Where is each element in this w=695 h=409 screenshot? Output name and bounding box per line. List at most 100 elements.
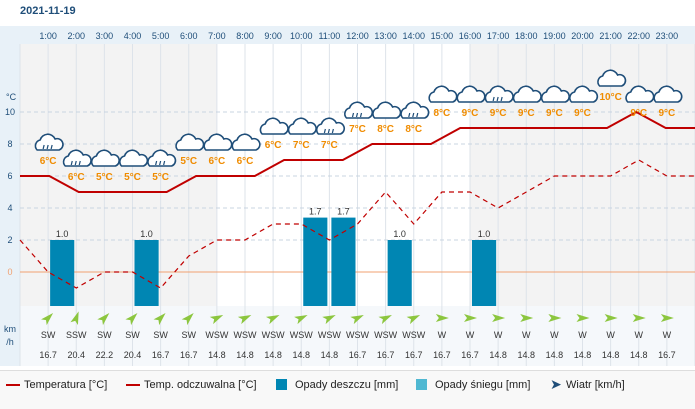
hour-label: 13:00 — [374, 31, 397, 41]
cloud-rain-icon — [400, 101, 430, 119]
hour-label: 11:00 — [318, 31, 340, 41]
wind-speed-label: 14.8 — [264, 350, 282, 360]
y-tick-label: 6 — [7, 171, 12, 181]
temperature-label: 6°C — [40, 156, 57, 167]
temperature-label: 9°C — [658, 108, 675, 119]
hour-label: 20:00 — [571, 31, 594, 41]
legend: Temperatura [°C] Temp. odczuwalna [°C] O… — [0, 370, 695, 409]
wind-direction-label: WSW — [262, 330, 285, 340]
cloud-rain-icon — [34, 133, 64, 151]
hour-label: 3:00 — [96, 31, 114, 41]
y-axis-bg — [0, 44, 20, 366]
temperature-label: 6°C — [237, 156, 254, 167]
rain-bar — [387, 240, 412, 306]
temperature-label: 9°C — [630, 108, 647, 119]
hour-band — [498, 44, 527, 306]
wind-direction-label: W — [635, 330, 644, 340]
wind-speed-label: 22.2 — [96, 350, 114, 360]
hour-label: 22:00 — [627, 31, 650, 41]
rain-label: 1.7 — [337, 207, 350, 217]
wind-arrow-icon — [632, 314, 646, 322]
wind-direction-label: W — [466, 330, 475, 340]
wind-direction-label: SW — [41, 330, 56, 340]
hour-label: 21:00 — [599, 31, 622, 41]
rain-bar — [134, 240, 159, 306]
temperature-label: 7°C — [321, 140, 338, 151]
hour-band — [638, 44, 667, 306]
wind-arrow-icon — [520, 314, 534, 322]
wind-direction-label: W — [606, 330, 615, 340]
hour-header-bg — [0, 26, 695, 44]
temperature-label: 5°C — [96, 172, 113, 183]
wind-speed-label: 14.8 — [208, 350, 226, 360]
wind-unit-label: km — [4, 324, 16, 334]
hour-band — [104, 44, 133, 306]
cloud-icon — [653, 85, 683, 103]
hour-label: 1:00 — [39, 31, 57, 41]
wind-arrow-icon — [604, 314, 618, 322]
date-label: 2021-11-19 — [20, 5, 76, 17]
rain-label: 1.0 — [140, 229, 153, 239]
wind-speed-label: 16.7 — [658, 350, 676, 360]
cloud-rain-icon — [315, 117, 346, 135]
wind-speed-label: 14.8 — [236, 350, 254, 360]
cloud-icon — [597, 69, 627, 87]
wind-speed-label: 16.7 — [349, 350, 367, 360]
hour-label: 2:00 — [67, 31, 85, 41]
legend-temperature: Temperatura [°C] — [24, 379, 108, 391]
hour-band — [273, 44, 302, 306]
wind-arrow-icon — [548, 314, 562, 322]
wind-arrow-icon: ➤ — [550, 376, 562, 392]
hour-band — [413, 44, 442, 306]
wind-speed-label: 14.8 — [546, 350, 564, 360]
wind-arrow-icon — [492, 314, 506, 322]
y-tick-label: 2 — [7, 235, 12, 245]
legend-rain: Opady deszczu [mm] — [295, 379, 399, 391]
hour-label: 6:00 — [180, 31, 198, 41]
wind-direction-label: WSW — [234, 330, 257, 340]
hour-band — [554, 44, 583, 306]
forecast-chart: 1:00 2:00 3:00 4:00 5:00 6:00 7:00 8:00 9:00 10:0… — [0, 26, 695, 366]
wind-arrow-icon — [660, 314, 674, 322]
y-tick-label: 4 — [7, 203, 12, 213]
temperature-label: 8°C — [377, 124, 394, 135]
temperature-label: 6°C — [68, 172, 85, 183]
legend-temperature-swatch — [6, 384, 20, 386]
wind-speed-label: 20.4 — [124, 350, 142, 360]
temperature-label: 6°C — [265, 140, 282, 151]
wind-direction-label: WSW — [205, 330, 228, 340]
rain-bar — [331, 217, 356, 306]
wind-speed-label: 14.8 — [292, 350, 310, 360]
rain-bar — [303, 217, 328, 306]
wind-direction-label: WSW — [402, 330, 425, 340]
wind-direction-label: WSW — [290, 330, 313, 340]
wind-direction-label: W — [663, 330, 672, 340]
hour-label: 8:00 — [236, 31, 254, 41]
wind-arrow-icon — [41, 313, 54, 326]
cloud-icon — [231, 133, 261, 151]
temperature-label: 8°C — [405, 124, 422, 135]
hour-label: 12:00 — [346, 31, 369, 41]
temperature-label: 9°C — [518, 108, 535, 119]
temperature-label: 5°C — [152, 172, 169, 183]
wind-speed-label: 14.8 — [630, 350, 648, 360]
hour-band — [357, 44, 386, 306]
wind-speed-label: 16.7 — [433, 350, 451, 360]
hour-label: 10:00 — [290, 31, 313, 41]
temperature-label: 10°C — [599, 92, 621, 103]
temperature-label: 9°C — [462, 108, 479, 119]
chart-svg: 1:00 2:00 3:00 4:00 5:00 6:00 7:00 8:00 9:00 10:0… — [0, 26, 695, 366]
wind-arrow-icon — [464, 314, 477, 322]
hour-label: 14:00 — [402, 31, 425, 41]
wind-speed-label: 14.8 — [574, 350, 592, 360]
legend-rain-swatch — [276, 379, 287, 390]
wind-direction-label: W — [578, 330, 587, 340]
hour-band — [441, 44, 470, 306]
wind-speed-label: 14.8 — [321, 350, 339, 360]
rain-bar — [50, 240, 75, 306]
hour-label: 23:00 — [656, 31, 679, 41]
temperature-label: 5°C — [180, 156, 197, 167]
temperature-label: 6°C — [208, 156, 225, 167]
wind-speed-label: 14.8 — [602, 350, 620, 360]
wind-direction-label: SW — [182, 330, 197, 340]
